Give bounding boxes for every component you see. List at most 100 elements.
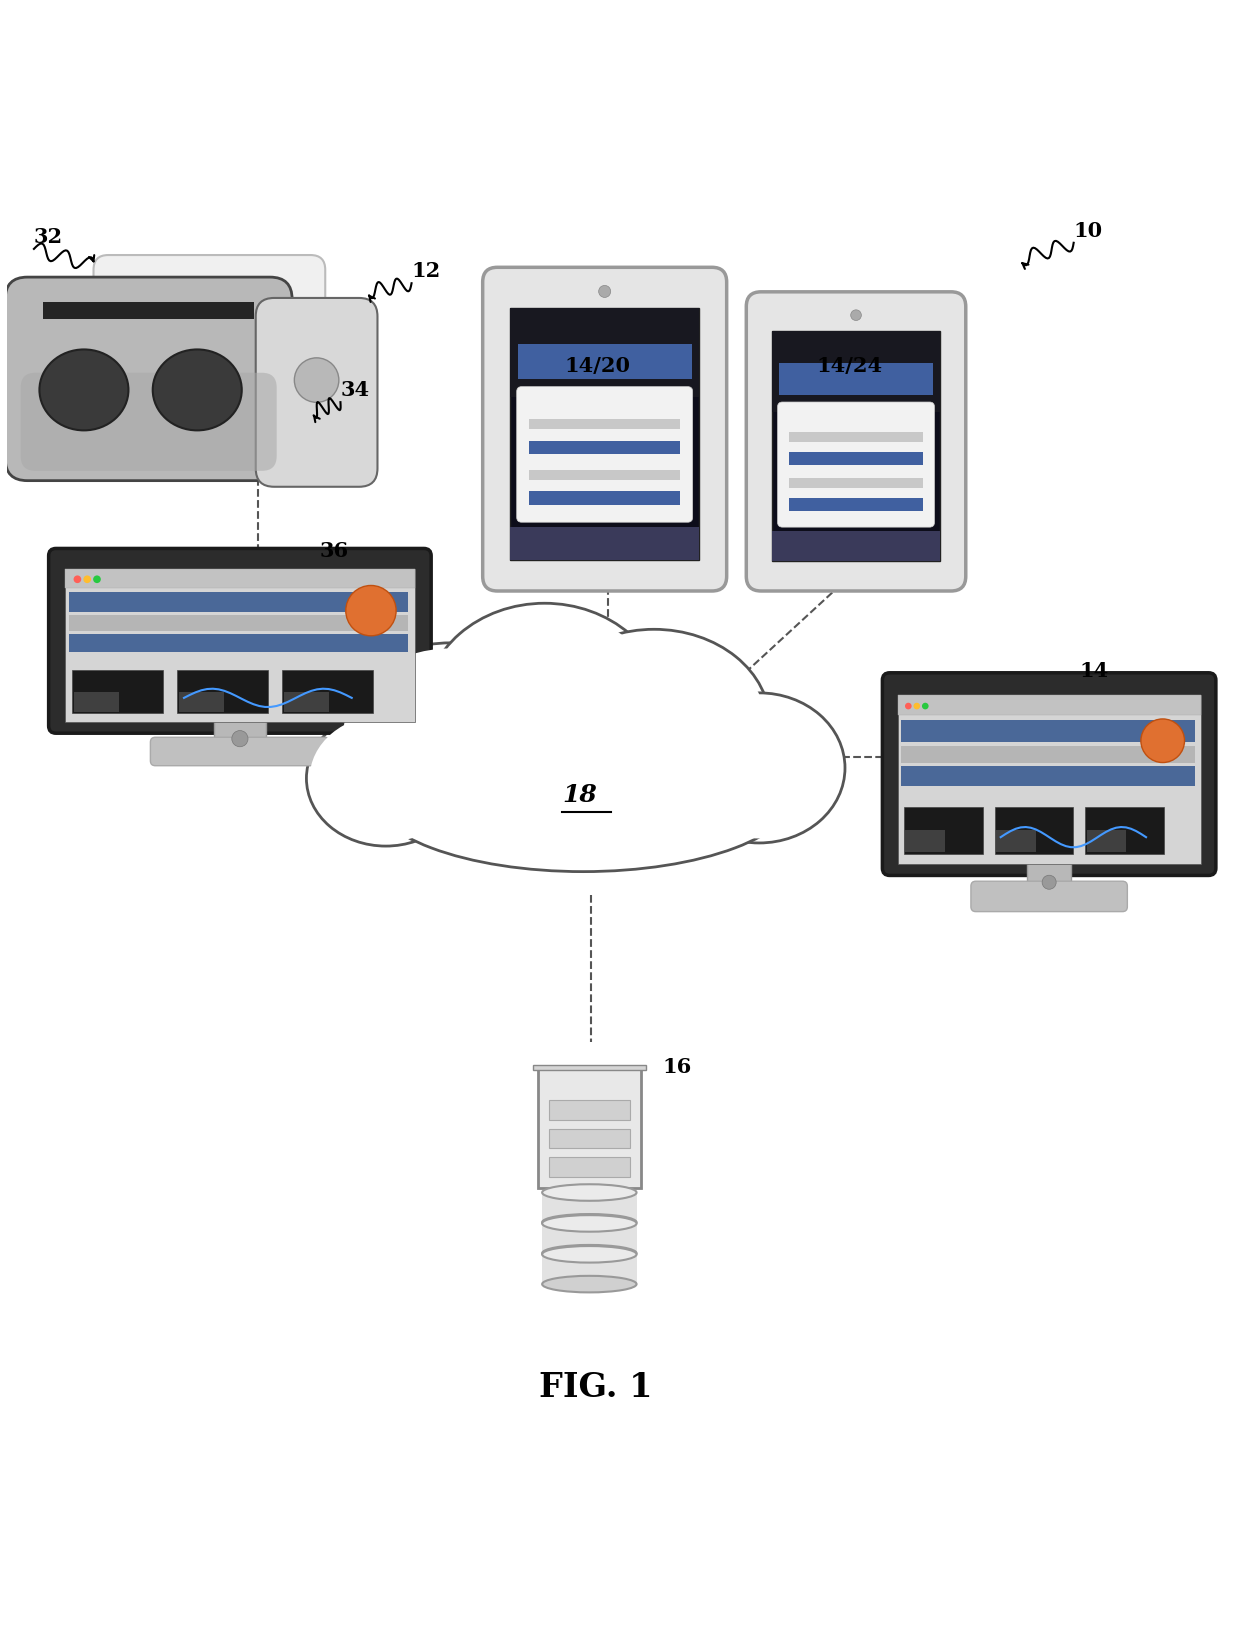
Bar xyxy=(68,591,408,613)
Circle shape xyxy=(1141,720,1184,762)
Bar xyxy=(542,1224,636,1254)
FancyBboxPatch shape xyxy=(517,386,693,522)
FancyBboxPatch shape xyxy=(746,292,966,591)
Bar xyxy=(1085,807,1164,854)
FancyBboxPatch shape xyxy=(93,255,325,358)
FancyBboxPatch shape xyxy=(150,738,330,766)
Bar xyxy=(898,695,1200,715)
Bar xyxy=(215,721,265,744)
Bar xyxy=(529,491,681,504)
Text: 14/24: 14/24 xyxy=(816,355,883,376)
Circle shape xyxy=(1042,876,1056,889)
Bar xyxy=(533,1065,646,1070)
Bar xyxy=(529,419,681,429)
FancyBboxPatch shape xyxy=(482,268,727,591)
Bar xyxy=(511,309,699,396)
Bar xyxy=(789,478,923,488)
Text: 14: 14 xyxy=(1080,660,1109,680)
Ellipse shape xyxy=(542,1216,636,1232)
Text: 14/20: 14/20 xyxy=(565,355,631,376)
Circle shape xyxy=(851,311,862,320)
Ellipse shape xyxy=(543,634,765,812)
Bar xyxy=(549,1099,630,1119)
Text: 12: 12 xyxy=(412,261,440,281)
Bar xyxy=(789,432,923,442)
Ellipse shape xyxy=(673,693,844,843)
FancyBboxPatch shape xyxy=(883,672,1216,876)
Circle shape xyxy=(294,358,339,403)
Bar xyxy=(72,670,162,713)
Ellipse shape xyxy=(538,629,770,817)
FancyBboxPatch shape xyxy=(5,278,293,481)
Bar xyxy=(74,692,119,711)
Ellipse shape xyxy=(368,710,797,872)
Bar xyxy=(900,746,1194,762)
Bar xyxy=(900,766,1194,787)
Bar xyxy=(179,692,224,711)
Circle shape xyxy=(346,585,396,636)
Bar xyxy=(549,1157,630,1176)
Circle shape xyxy=(914,703,920,710)
Circle shape xyxy=(73,575,82,583)
Bar xyxy=(542,1254,636,1285)
Text: 10: 10 xyxy=(1074,220,1102,240)
Bar xyxy=(900,720,1194,743)
Ellipse shape xyxy=(542,1245,636,1262)
Bar xyxy=(994,807,1074,854)
FancyBboxPatch shape xyxy=(255,297,377,486)
Bar xyxy=(773,330,940,411)
Ellipse shape xyxy=(153,350,242,430)
Bar xyxy=(898,695,1200,864)
Bar xyxy=(511,309,699,560)
Circle shape xyxy=(83,575,91,583)
Circle shape xyxy=(93,575,100,583)
Circle shape xyxy=(905,703,911,710)
Bar xyxy=(177,670,268,713)
Ellipse shape xyxy=(339,642,562,830)
Text: 18: 18 xyxy=(563,782,598,807)
Bar xyxy=(281,670,373,713)
Ellipse shape xyxy=(374,713,792,868)
Bar xyxy=(773,330,940,562)
Bar xyxy=(1027,863,1071,889)
Bar xyxy=(538,1066,641,1188)
Bar xyxy=(542,1193,636,1222)
Bar xyxy=(529,440,681,455)
Bar xyxy=(511,527,699,560)
Ellipse shape xyxy=(40,350,129,430)
Bar xyxy=(66,570,414,723)
Bar xyxy=(789,452,923,465)
Bar xyxy=(549,1129,630,1148)
Ellipse shape xyxy=(542,1277,636,1293)
Text: 16: 16 xyxy=(663,1056,692,1076)
Ellipse shape xyxy=(677,697,842,838)
Bar xyxy=(904,807,982,854)
Bar xyxy=(43,302,254,319)
Bar xyxy=(905,830,945,853)
Ellipse shape xyxy=(424,603,665,812)
Ellipse shape xyxy=(343,649,557,825)
Text: 36: 36 xyxy=(320,541,348,560)
Ellipse shape xyxy=(542,1245,636,1262)
Bar xyxy=(284,692,329,711)
Bar xyxy=(68,614,408,631)
Ellipse shape xyxy=(310,715,463,841)
Ellipse shape xyxy=(542,1214,636,1231)
Circle shape xyxy=(923,703,929,710)
Ellipse shape xyxy=(429,610,660,805)
Text: FIG. 1: FIG. 1 xyxy=(538,1370,652,1403)
FancyBboxPatch shape xyxy=(777,403,935,527)
Bar xyxy=(66,570,414,588)
Bar xyxy=(529,470,681,480)
Circle shape xyxy=(599,286,610,297)
Bar xyxy=(789,498,923,511)
Bar xyxy=(518,343,692,380)
FancyBboxPatch shape xyxy=(971,881,1127,912)
FancyBboxPatch shape xyxy=(48,549,432,733)
Bar xyxy=(1087,830,1126,853)
Bar xyxy=(996,830,1035,853)
Text: 32: 32 xyxy=(33,227,63,246)
FancyBboxPatch shape xyxy=(21,373,277,472)
Bar xyxy=(779,363,932,396)
Bar xyxy=(68,634,408,652)
